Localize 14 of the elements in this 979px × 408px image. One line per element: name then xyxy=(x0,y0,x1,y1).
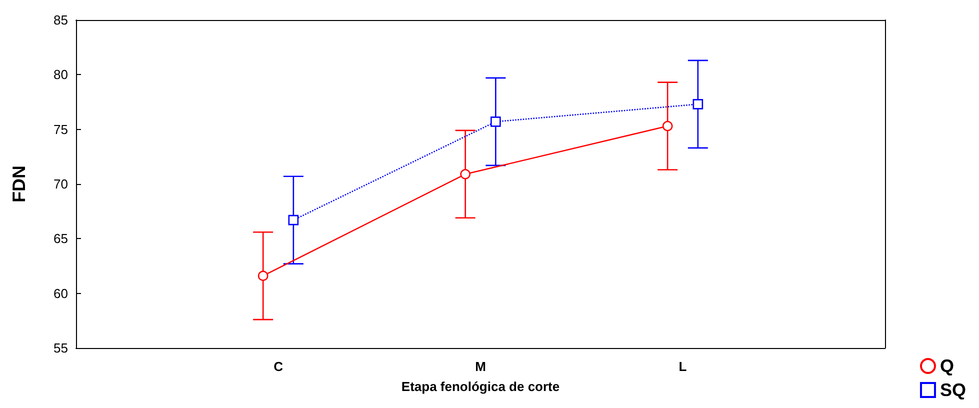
y-tick-label: 80 xyxy=(54,67,68,82)
y-tick-label: 55 xyxy=(54,340,68,356)
y-tick-label: 70 xyxy=(54,176,68,192)
x-tick-label: M xyxy=(475,359,486,374)
y-tick-label: 65 xyxy=(54,231,68,246)
y-tick-label: 75 xyxy=(54,122,68,137)
y-tick-label: 60 xyxy=(54,286,68,301)
legend-label: SQ xyxy=(940,380,966,400)
x-tick-label: L xyxy=(678,359,687,374)
y-axis-title: FDN xyxy=(9,166,29,202)
x-axis-title: Etapa fenológica de corte xyxy=(401,379,560,394)
y-tick-label: 85 xyxy=(54,12,68,28)
legend-label: Q xyxy=(940,356,954,376)
x-tick-label: C xyxy=(274,359,284,374)
